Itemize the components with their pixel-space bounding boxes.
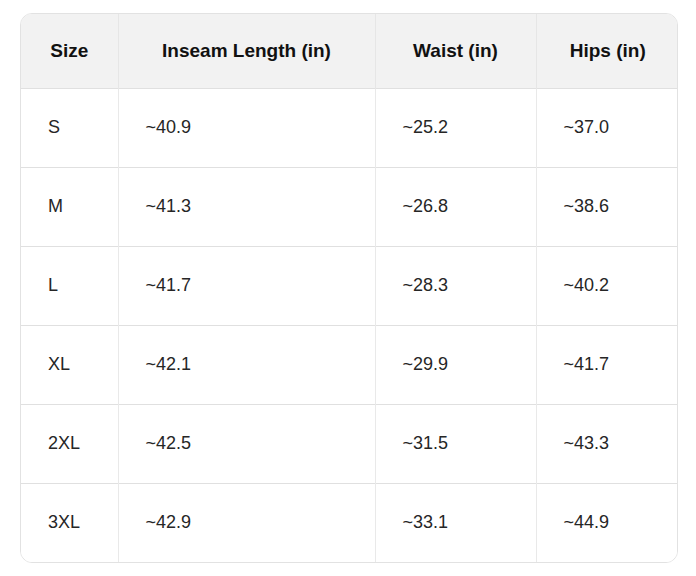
cell-inseam: ~41.3 — [118, 167, 375, 246]
cell-inseam: ~40.9 — [118, 88, 375, 167]
cell-size: 3XL — [21, 483, 118, 562]
column-header-size: Size — [21, 14, 118, 88]
cell-hips: ~38.6 — [536, 167, 678, 246]
table-row-s: S ~40.9 ~25.2 ~37.0 — [21, 88, 678, 167]
cell-inseam: ~42.9 — [118, 483, 375, 562]
cell-waist: ~29.9 — [375, 325, 536, 404]
cell-waist: ~31.5 — [375, 404, 536, 483]
cell-inseam: ~42.1 — [118, 325, 375, 404]
cell-hips: ~41.7 — [536, 325, 678, 404]
cell-size: XL — [21, 325, 118, 404]
cell-size: 2XL — [21, 404, 118, 483]
table-row-2xl: 2XL ~42.5 ~31.5 ~43.3 — [21, 404, 678, 483]
cell-size: L — [21, 246, 118, 325]
cell-inseam: ~41.7 — [118, 246, 375, 325]
column-header-waist: Waist (in) — [375, 14, 536, 88]
size-chart: Size Inseam Length (in) Waist (in) Hips … — [21, 14, 678, 562]
header-row: Size Inseam Length (in) Waist (in) Hips … — [21, 14, 678, 88]
column-header-inseam: Inseam Length (in) — [118, 14, 375, 88]
cell-hips: ~43.3 — [536, 404, 678, 483]
cell-waist: ~26.8 — [375, 167, 536, 246]
table-row-m: M ~41.3 ~26.8 ~38.6 — [21, 167, 678, 246]
cell-inseam: ~42.5 — [118, 404, 375, 483]
cell-waist: ~25.2 — [375, 88, 536, 167]
cell-size: S — [21, 88, 118, 167]
table-row-l: L ~41.7 ~28.3 ~40.2 — [21, 246, 678, 325]
cell-hips: ~37.0 — [536, 88, 678, 167]
table-row-3xl: 3XL ~42.9 ~33.1 ~44.9 — [21, 483, 678, 562]
cell-waist: ~28.3 — [375, 246, 536, 325]
cell-hips: ~40.2 — [536, 246, 678, 325]
size-chart-table: Size Inseam Length (in) Waist (in) Hips … — [20, 13, 678, 563]
cell-waist: ~33.1 — [375, 483, 536, 562]
cell-size: M — [21, 167, 118, 246]
cell-hips: ~44.9 — [536, 483, 678, 562]
column-header-hips: Hips (in) — [536, 14, 678, 88]
table-row-xl: XL ~42.1 ~29.9 ~41.7 — [21, 325, 678, 404]
